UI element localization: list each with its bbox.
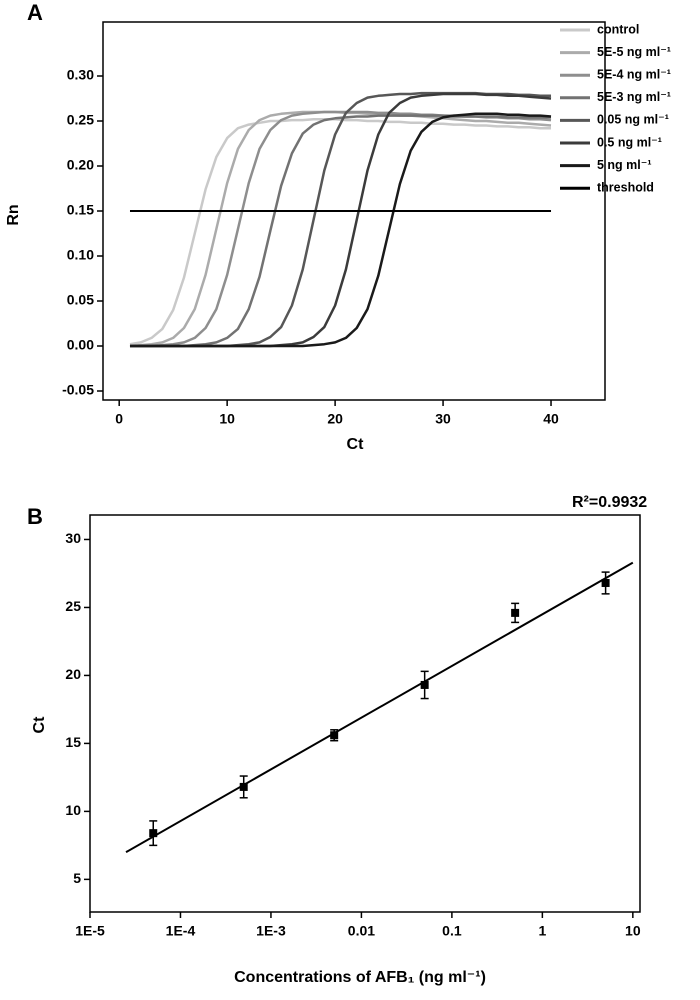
amplification-curve: [129, 112, 552, 348]
x-tick-label: 10: [625, 923, 641, 939]
amplification-curve: [129, 114, 552, 348]
amplification-curve: [129, 110, 552, 348]
x-tick-label: 1E-5: [75, 923, 105, 939]
x-tick-label: 30: [435, 411, 451, 427]
annotation: R²=0.9932: [572, 494, 647, 511]
y-tick-label: 30: [65, 530, 81, 546]
y-tick-label: -0.05: [62, 382, 94, 398]
y-tick-label: 0.30: [67, 67, 94, 83]
legend-label: 5E-3 ng ml⁻¹: [597, 90, 671, 104]
legend-label: control: [597, 22, 639, 36]
y-tick-label: 20: [65, 666, 81, 682]
legend-label: threshold: [597, 180, 654, 194]
x-tick-label: 40: [543, 411, 559, 427]
x-tick-label: 1: [538, 923, 546, 939]
y-tick-label: 25: [65, 598, 81, 614]
plot-frame: [89, 514, 641, 913]
legend-label: 0.5 ng ml⁻¹: [597, 135, 662, 149]
y-axis-label: Rn: [5, 204, 22, 225]
legend-label: 0.05 ng ml⁻¹: [597, 113, 669, 127]
x-axis-label: Ct: [347, 436, 365, 453]
data-point: [330, 731, 339, 740]
legend-label: 5E-5 ng ml⁻¹: [597, 45, 671, 59]
x-tick-label: 20: [327, 411, 343, 427]
x-tick-label: 0.1: [442, 923, 462, 939]
data-point: [601, 578, 610, 587]
data-point: [149, 829, 158, 838]
fit-line: [125, 561, 634, 854]
x-tick-label: 10: [219, 411, 235, 427]
y-tick-label: 0.25: [67, 112, 94, 128]
panel-label: A: [27, 0, 43, 25]
x-tick-label: 1E-3: [256, 923, 286, 939]
legend-label: 5E-4 ng ml⁻¹: [597, 67, 671, 81]
data-point: [239, 782, 248, 791]
y-tick-label: 0.10: [67, 247, 94, 263]
y-tick-label: 0.15: [67, 202, 94, 218]
y-tick-label: 10: [65, 802, 81, 818]
amplification-curve: [129, 92, 552, 348]
y-tick-label: 15: [65, 734, 81, 750]
data-point: [420, 680, 429, 689]
amplification-curve: [129, 91, 552, 348]
y-tick-label: 0.05: [67, 292, 94, 308]
x-tick-label: 0.01: [348, 923, 375, 939]
panel-label: B: [27, 504, 43, 529]
data-point: [511, 608, 520, 617]
x-tick-label: 1E-4: [166, 923, 196, 939]
legend-label: 5 ng ml⁻¹: [597, 158, 652, 172]
y-tick-label: 5: [73, 870, 81, 886]
y-tick-label: 0.00: [67, 337, 94, 353]
y-axis-label: Ct: [31, 716, 48, 734]
y-tick-label: 0.20: [67, 157, 94, 173]
x-tick-label: 0: [115, 411, 123, 427]
x-axis-label: Concentrations of AFB₁ (ng ml⁻¹): [234, 969, 486, 986]
